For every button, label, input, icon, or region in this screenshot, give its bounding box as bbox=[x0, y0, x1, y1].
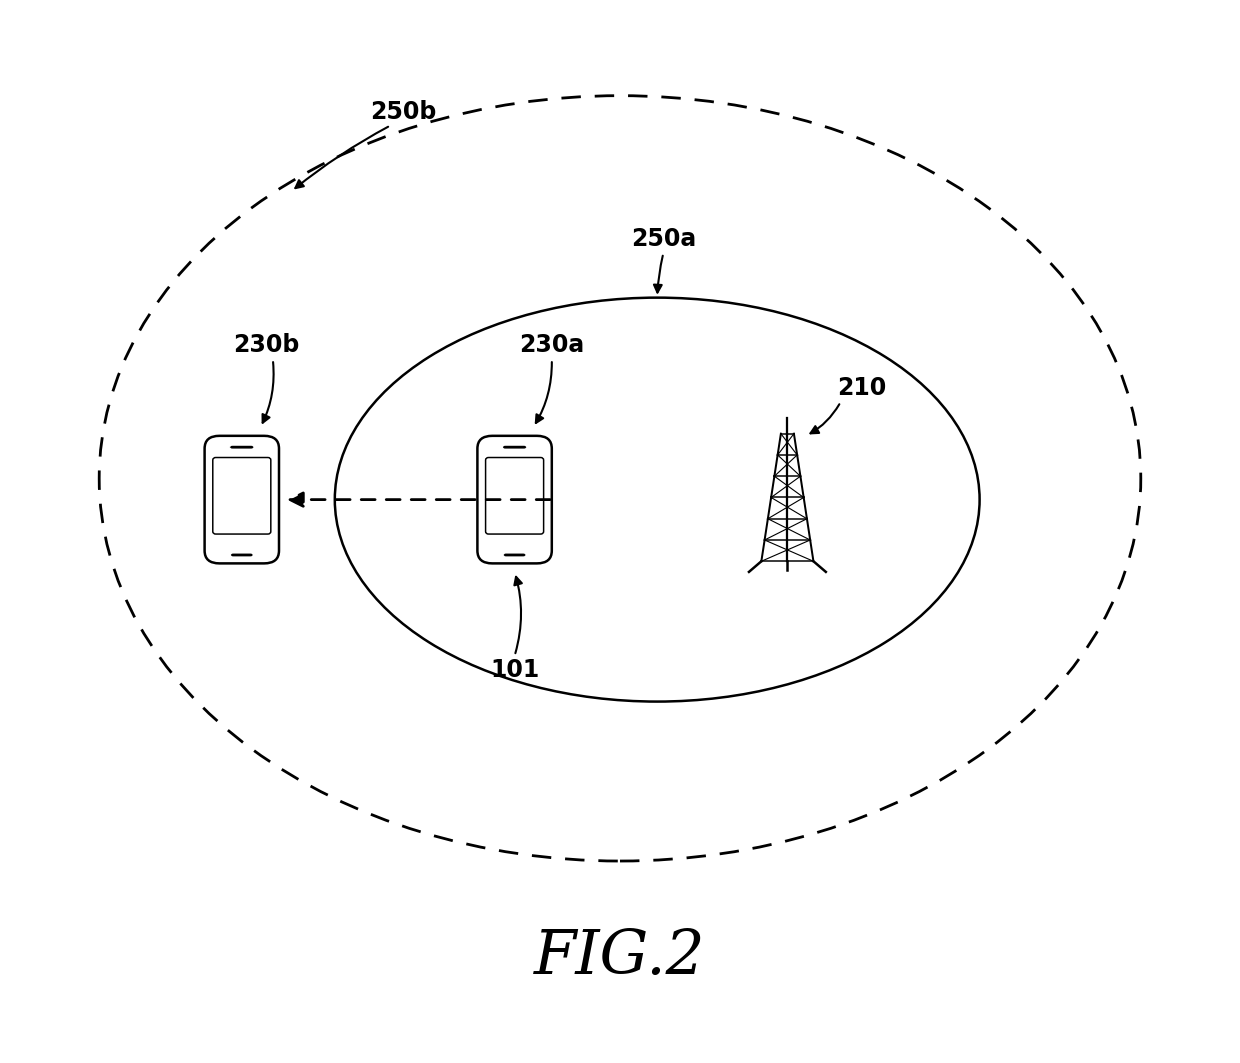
Text: 101: 101 bbox=[490, 658, 539, 681]
FancyBboxPatch shape bbox=[477, 436, 552, 563]
Text: 230a: 230a bbox=[520, 334, 584, 357]
Text: FIG.2: FIG.2 bbox=[534, 927, 706, 986]
FancyBboxPatch shape bbox=[213, 457, 270, 534]
Text: 210: 210 bbox=[837, 376, 887, 400]
Text: 250b: 250b bbox=[370, 100, 436, 123]
FancyBboxPatch shape bbox=[486, 457, 543, 534]
FancyBboxPatch shape bbox=[229, 445, 254, 449]
Text: 230b: 230b bbox=[233, 334, 300, 357]
FancyBboxPatch shape bbox=[231, 554, 253, 556]
Text: 250a: 250a bbox=[631, 227, 696, 251]
FancyBboxPatch shape bbox=[502, 445, 527, 449]
FancyBboxPatch shape bbox=[503, 554, 526, 556]
FancyBboxPatch shape bbox=[205, 436, 279, 563]
